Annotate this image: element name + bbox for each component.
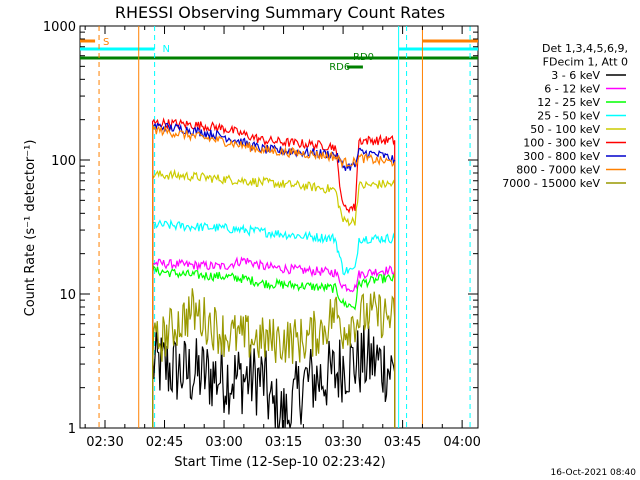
x-tick-label: 02:45 [146, 435, 183, 450]
x-tick-label: 03:45 [384, 435, 421, 450]
flag-label-rd6: RD6 [329, 62, 350, 73]
legend-item-label: 3 - 6 keV [551, 69, 600, 82]
x-tick-label: 03:30 [324, 435, 361, 450]
y-tick-label: 1000 [43, 20, 76, 35]
legend-item-label: 50 - 100 keV [530, 123, 600, 136]
x-tick-label: 03:00 [205, 435, 242, 450]
legend-header: FDecim 1, Att 0 [543, 56, 628, 69]
series-line-100-300-kev [152, 117, 396, 428]
series-group [152, 117, 396, 429]
series-line-800-7000-kev [152, 124, 396, 428]
y-axis-label: Count Rate (s⁻¹ detector⁻¹) [23, 140, 38, 317]
legend-item-label: 6 - 12 keV [544, 83, 600, 96]
axes: 02:30 02:45 03:00 03:15 03:30 03:45 04:00 1 10 10… [43, 20, 481, 450]
y-tick-label: 10 [59, 288, 76, 303]
flag-label-rd0: RD0 [353, 52, 374, 63]
x-axis-label: Start Time (12-Sep-10 02:23:42) [174, 455, 385, 470]
legend-item-label: 25 - 50 keV [537, 110, 600, 123]
legend-item-label: 7000 - 15000 keV [502, 177, 600, 190]
flag-label-n: N [163, 44, 170, 55]
legend-item-label: 300 - 800 keV [523, 150, 600, 163]
legend: Det 1,3,4,5,6,9,FDecim 1, Att 03 - 6 keV… [502, 42, 628, 190]
flag-label-s: S [103, 37, 109, 48]
y-tick-label: 1 [68, 422, 76, 437]
plot-area [79, 25, 479, 429]
legend-item-label: 100 - 300 keV [523, 137, 600, 150]
series-line-7000-15000-kev [152, 288, 396, 428]
legend-item-label: 12 - 25 keV [537, 96, 600, 109]
legend-header: Det 1,3,4,5,6,9, [542, 42, 628, 55]
series-line-6-12-kev [152, 256, 396, 428]
chart-title: RHESSI Observing Summary Count Rates [115, 3, 445, 22]
y-tick-label: 100 [51, 154, 76, 169]
x-tick-label: 03:15 [265, 435, 302, 450]
legend-item-label: 800 - 7000 keV [516, 164, 600, 177]
plot-frame [79, 25, 479, 429]
x-tick-label: 02:30 [86, 435, 123, 450]
series-line-12-25-kev [152, 265, 396, 428]
series-line-25-50-kev [152, 218, 396, 428]
series-line-3-6-kev [152, 325, 396, 429]
x-tick-label: 04:00 [443, 435, 480, 450]
series-line-50-100-kev [152, 168, 396, 428]
footer-timestamp: 16-Oct-2021 08:40 [551, 468, 637, 478]
